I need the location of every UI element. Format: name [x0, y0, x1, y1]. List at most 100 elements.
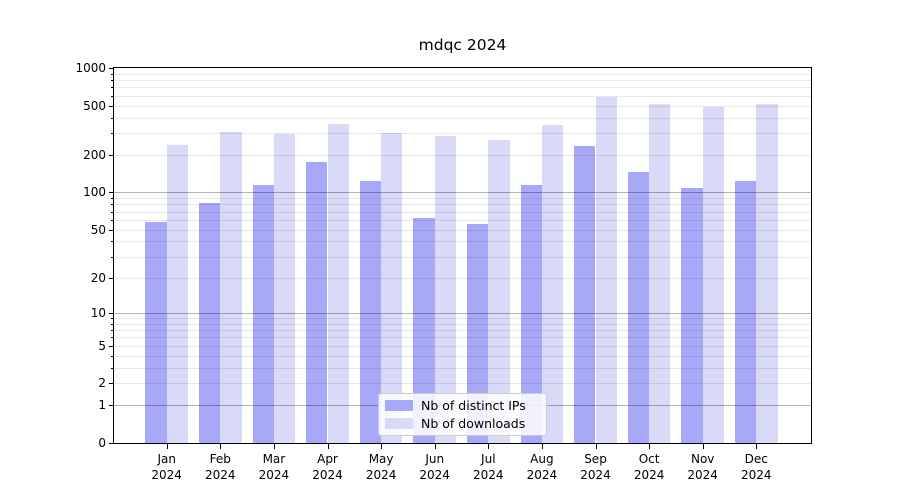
legend-swatch-distinct-ips-icon: [385, 400, 413, 411]
y-tick-label: 20: [90, 271, 106, 285]
x-tick-label-jan: Jan 2024: [151, 452, 182, 482]
x-tick-label-dec: Dec 2024: [741, 452, 772, 482]
y-minor-tick-mark: [111, 87, 114, 88]
minor-gridline: [114, 356, 811, 357]
minor-gridline: [114, 80, 811, 81]
x-tick-mark: [596, 444, 597, 449]
bar-downloads-nov: [702, 107, 725, 443]
x-tick-mark: [542, 444, 543, 449]
bar-distinct-ips-dec: [734, 180, 757, 443]
x-tick-label-jun: Jun 2024: [419, 452, 450, 482]
minor-gridline: [114, 383, 811, 384]
y-minor-tick-mark: [111, 257, 114, 258]
y-minor-tick-mark: [111, 204, 114, 205]
legend-entry-distinct-ips: Nb of distinct IPs: [385, 399, 546, 412]
y-tick-mark: [109, 383, 114, 384]
x-tick-label-mar: Mar 2024: [258, 452, 290, 482]
y-minor-tick-mark: [111, 324, 114, 325]
x-tick-label-may: May 2024: [365, 452, 397, 482]
legend-entry-downloads: Nb of downloads: [385, 417, 546, 430]
minor-gridline: [114, 278, 811, 279]
minor-gridline: [114, 198, 811, 199]
minor-gridline: [114, 212, 811, 213]
legend-swatch-downloads-icon: [385, 418, 413, 429]
minor-gridline: [114, 368, 811, 369]
bar-distinct-ips-may: [359, 181, 382, 443]
minor-gridline: [114, 230, 811, 231]
minor-gridline: [114, 118, 811, 119]
minor-gridline: [114, 346, 811, 347]
bar-distinct-ips-mar: [252, 185, 274, 443]
x-tick-label-nov: Nov 2024: [687, 452, 718, 482]
x-tick-label-oct: Oct 2024: [633, 452, 665, 482]
bar-distinct-ips-oct: [627, 172, 650, 443]
y-minor-tick-mark: [111, 212, 114, 213]
x-tick-mark: [649, 444, 650, 449]
bar-downloads-jun: [434, 136, 457, 443]
x-tick-mark: [167, 444, 168, 449]
y-minor-tick-mark: [111, 330, 114, 331]
minor-gridline: [114, 220, 811, 221]
y-tick-mark: [109, 192, 114, 193]
y-minor-tick-mark: [111, 118, 114, 119]
y-minor-tick-mark: [111, 368, 114, 369]
x-tick-mark: [274, 444, 275, 449]
y-tick-label: 100: [83, 185, 106, 199]
bar-downloads-may: [381, 132, 403, 443]
y-tick-mark: [109, 346, 114, 347]
y-minor-tick-mark: [111, 96, 114, 97]
bar-downloads-mar: [273, 134, 296, 443]
y-minor-tick-mark: [111, 337, 114, 338]
minor-gridline: [114, 204, 811, 205]
y-minor-tick-mark: [111, 74, 114, 75]
y-tick-label: 200: [83, 148, 106, 162]
x-tick-label-jul: Jul 2024: [473, 452, 504, 482]
minor-gridline: [114, 241, 811, 242]
legend-label-downloads: Nb of downloads: [421, 416, 526, 431]
x-tick-mark: [488, 444, 489, 449]
minor-gridline: [114, 324, 811, 325]
bar-distinct-ips-sep: [574, 146, 596, 443]
y-tick-mark: [109, 405, 114, 406]
minor-gridline: [114, 106, 811, 107]
x-tick-label-sep: Sep 2024: [580, 452, 611, 482]
y-tick-label: 1000: [75, 61, 106, 75]
x-tick-mark: [756, 444, 757, 449]
x-tick-mark: [328, 444, 329, 449]
y-tick-mark: [109, 230, 114, 231]
chart-title: mdqc 2024: [418, 36, 507, 54]
y-tick-mark: [109, 443, 114, 444]
bar-downloads-feb: [220, 131, 242, 443]
y-minor-tick-mark: [111, 241, 114, 242]
major-gridline: [114, 192, 811, 193]
y-tick-mark: [109, 155, 114, 156]
minor-gridline: [114, 133, 811, 134]
y-minor-tick-mark: [111, 318, 114, 319]
x-tick-mark: [381, 444, 382, 449]
major-gridline: [114, 313, 811, 314]
bar-downloads-aug: [541, 125, 564, 443]
bar-distinct-ips-jul: [466, 223, 489, 443]
x-tick-label-aug: Aug 2024: [526, 452, 558, 482]
y-tick-mark: [109, 313, 114, 314]
minor-gridline: [114, 87, 811, 88]
bar-distinct-ips-jan: [145, 221, 167, 443]
bar-downloads-jan: [166, 145, 189, 443]
bar-downloads-oct: [649, 104, 671, 443]
y-minor-tick-mark: [111, 80, 114, 81]
y-tick-label: 5: [98, 339, 106, 353]
y-tick-label: 2: [98, 376, 106, 390]
bar-downloads-dec: [756, 104, 778, 443]
x-tick-mark: [703, 444, 704, 449]
y-tick-mark: [109, 68, 114, 69]
minor-gridline: [114, 337, 811, 338]
legend: Nb of distinct IPs Nb of downloads: [378, 393, 547, 436]
bar-distinct-ips-apr: [306, 162, 328, 443]
y-tick-mark: [109, 278, 114, 279]
minor-gridline: [114, 96, 811, 97]
minor-gridline: [114, 257, 811, 258]
bar-distinct-ips-aug: [520, 185, 542, 443]
y-tick-label: 50: [90, 223, 106, 237]
bar-downloads-jul: [488, 139, 510, 443]
bar-distinct-ips-feb: [198, 203, 221, 443]
